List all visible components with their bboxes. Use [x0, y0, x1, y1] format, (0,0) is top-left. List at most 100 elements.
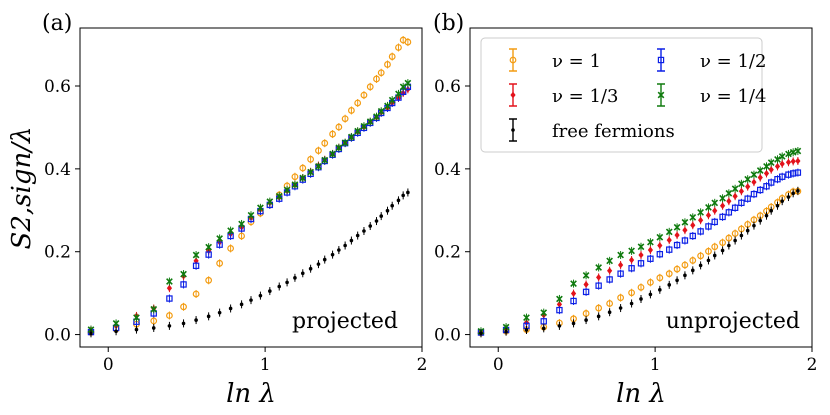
point-b-nu-1-3-33 — [790, 158, 796, 165]
y-tick-label-a-3: 0.6 — [44, 77, 71, 97]
point-b-nu-1-2-13 — [656, 251, 664, 258]
y-tick-label-a-1: 0.2 — [44, 243, 71, 263]
point-b-free-fermions-7 — [596, 314, 601, 319]
point-b-nu-1-3-18 — [698, 216, 704, 224]
point-b-free-fermions-0 — [479, 331, 483, 336]
point-b-nu-1-17 — [689, 257, 697, 264]
point-b-nu-1-3-34 — [795, 157, 801, 165]
point-b-nu-1-2-5 — [570, 297, 577, 305]
point-b-nu-1-4-11 — [637, 243, 645, 251]
point-a-nu-1-21 — [329, 130, 336, 138]
point-b-nu-1-2-11 — [637, 260, 645, 267]
point-b-nu-1-18 — [697, 252, 705, 260]
point-a-nu-1-25 — [354, 99, 362, 107]
series-a-nu-1-2 — [87, 82, 412, 337]
point-a-free-fermions-16 — [293, 276, 297, 280]
point-a-nu-1-4-30 — [384, 102, 391, 110]
plot-area-a — [87, 36, 412, 338]
point-a-free-fermions-2 — [134, 327, 139, 332]
point-b-nu-1-4-13 — [656, 233, 664, 241]
point-b-nu-1-4-23 — [731, 185, 739, 193]
point-b-nu-1-3-24 — [738, 187, 745, 195]
point-b-nu-1-3-19 — [705, 211, 712, 219]
point-b-nu-1-2-24 — [738, 199, 745, 207]
point-b-nu-1-4-14 — [665, 228, 673, 236]
point-b-free-fermions-23 — [733, 238, 737, 243]
point-a-nu-1-4-11 — [247, 211, 255, 219]
point-b-nu-1-4-20 — [711, 199, 719, 207]
point-b-nu-1-11 — [637, 283, 645, 291]
axes-frame-a — [79, 27, 423, 348]
point-a-nu-1-4-13 — [266, 198, 274, 205]
point-b-free-fermions-27 — [758, 218, 763, 223]
point-b-nu-1-4-30 — [774, 155, 781, 163]
point-a-nu-1-27 — [366, 83, 374, 91]
point-b-nu-1-7 — [595, 304, 603, 312]
point-a-nu-1-34 — [404, 38, 412, 46]
point-b-nu-1-4-21 — [719, 194, 726, 202]
point-b-free-fermions-28 — [764, 213, 769, 218]
point-b-nu-1-10 — [628, 289, 635, 297]
x-axis-label-b: ln λ — [616, 379, 666, 409]
point-b-free-fermions-33 — [791, 191, 795, 196]
y-tick-label-b-0: 0.0 — [434, 326, 461, 346]
point-a-free-fermions-34 — [406, 190, 410, 195]
point-a-free-fermions-33 — [401, 193, 405, 198]
legend-marker-free-fermions — [511, 128, 515, 132]
point-a-nu-1-4-8 — [216, 235, 223, 242]
point-a-nu-1-4-18 — [307, 168, 314, 176]
point-b-nu-1-4-1 — [502, 323, 510, 331]
point-b-nu-1-3-8 — [607, 267, 613, 275]
point-b-nu-1-3-31 — [779, 160, 785, 168]
legend-markers — [509, 48, 665, 142]
point-a-nu-1-4-5 — [180, 270, 187, 278]
point-b-free-fermions-29 — [769, 208, 774, 213]
point-b-nu-1-2-20 — [711, 218, 718, 226]
point-b-free-fermions-20 — [712, 253, 717, 258]
point-b-nu-1-4-27 — [756, 167, 764, 174]
point-b-nu-1-3-17 — [690, 221, 696, 229]
y-tick-label-b-2: 0.4 — [434, 160, 461, 180]
point-b-free-fermions-6 — [584, 318, 588, 322]
point-a-free-fermions-27 — [368, 224, 373, 228]
point-a-nu-1-5 — [180, 303, 187, 311]
plot-area-b — [477, 147, 802, 338]
point-b-free-fermions-14 — [667, 283, 672, 287]
point-b-free-fermions-34 — [796, 189, 800, 193]
point-b-nu-1-4-34 — [794, 147, 802, 155]
point-b-nu-1-4-19 — [705, 204, 712, 211]
point-a-nu-1-4-22 — [335, 144, 343, 152]
point-b-free-fermions-9 — [618, 306, 623, 310]
point-b-nu-1-3-15 — [674, 231, 680, 239]
point-a-nu-1-2-4 — [166, 295, 173, 302]
point-a-nu-1-10 — [238, 232, 245, 240]
y-tick-label-a-0: 0.0 — [44, 326, 71, 346]
annotation-unprojected: unprojected — [666, 309, 800, 334]
point-b-nu-1-4-33 — [789, 148, 797, 156]
point-b-free-fermions-5 — [571, 321, 576, 326]
point-a-nu-1-4-32 — [395, 90, 402, 98]
point-a-nu-1-4-29 — [377, 107, 385, 115]
point-b-nu-1-19 — [705, 247, 712, 255]
point-a-free-fermions-30 — [385, 208, 390, 213]
point-a-nu-1-31 — [388, 53, 396, 60]
point-b-nu-1-2-31 — [778, 173, 786, 180]
point-a-free-fermions-20 — [322, 257, 327, 262]
x-tick-label-b-0: 0 — [493, 355, 504, 375]
legend-label-nu-1-2: ν = 1/2 — [700, 51, 766, 72]
point-b-nu-1-3-9 — [618, 261, 624, 269]
point-a-free-fermions-15 — [285, 280, 289, 285]
point-a-free-fermions-12 — [258, 293, 263, 298]
point-b-nu-1-4-31 — [778, 153, 786, 160]
point-b-nu-1-2-27 — [757, 186, 764, 194]
point-a-nu-1-4-24 — [348, 133, 355, 141]
point-b-free-fermions-8 — [607, 310, 612, 315]
point-a-nu-1-2-6 — [192, 262, 200, 270]
x-axis-label-a: ln λ — [226, 379, 276, 409]
legend-frame — [480, 37, 763, 153]
point-b-nu-1-4-8 — [606, 257, 613, 265]
point-a-nu-1-4-20 — [321, 156, 329, 164]
point-b-nu-1-3-5 — [570, 290, 577, 297]
point-a-nu-1-4-3 — [150, 305, 158, 313]
point-a-nu-1-4-26 — [360, 122, 368, 130]
